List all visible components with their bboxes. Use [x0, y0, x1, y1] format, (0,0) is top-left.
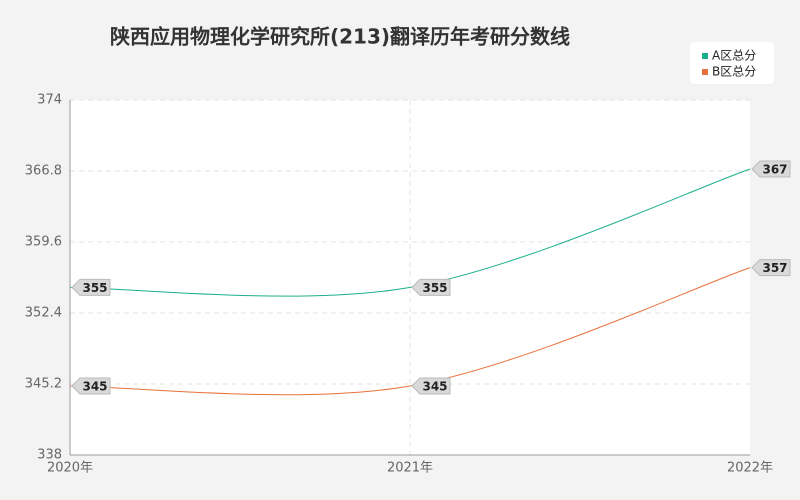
x-tick-label: 2021年 [387, 461, 433, 476]
y-tick-label: 359.6 [25, 235, 62, 250]
data-label-box [411, 278, 451, 296]
x-tick-label: 2022年 [727, 461, 773, 476]
y-tick-label: 345.2 [25, 377, 62, 392]
data-label-box [71, 278, 111, 296]
x-tick-label: 2020年 [47, 461, 93, 476]
legend-swatch [702, 53, 708, 59]
chart-title: 陕西应用物理化学研究所(213)翻译历年考研分数线 [110, 25, 570, 49]
data-label: 345 [422, 379, 447, 393]
marks: 355 355 367 345 345 357 [69, 160, 791, 396]
data-label-box [751, 160, 791, 178]
y-tick-label: 366.8 [25, 164, 62, 179]
y-tick-label: 338 [37, 448, 62, 463]
y-tick-label: 352.4 [25, 306, 62, 321]
y-tick-label: 374 [37, 93, 62, 108]
plot-area [70, 100, 750, 455]
legend-label: A区总分 [712, 49, 756, 63]
data-label-box [751, 259, 791, 277]
line [69, 267, 751, 396]
data-label-box [411, 377, 451, 395]
legend-box [690, 42, 774, 84]
line [69, 168, 751, 297]
data-label-box [71, 377, 111, 395]
data-label: 355 [82, 281, 107, 295]
data-label: 357 [762, 261, 787, 275]
data-label: 345 [82, 379, 107, 393]
legend-swatch [702, 69, 708, 75]
legend-label: B区总分 [712, 65, 756, 79]
data-label: 367 [762, 163, 787, 177]
data-label: 355 [422, 281, 447, 295]
